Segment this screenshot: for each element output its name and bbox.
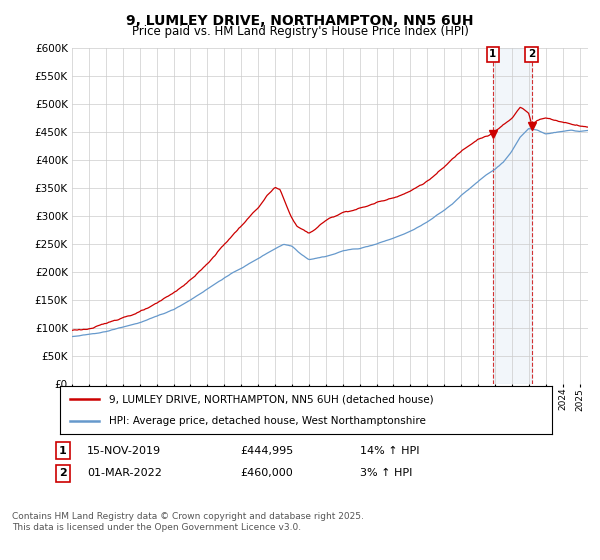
Text: 1: 1 <box>59 446 67 456</box>
Text: 15-NOV-2019: 15-NOV-2019 <box>87 446 161 456</box>
Text: £444,995: £444,995 <box>240 446 293 456</box>
Bar <box>493 48 532 384</box>
Text: 1: 1 <box>489 49 497 59</box>
Text: 9, LUMLEY DRIVE, NORTHAMPTON, NN5 6UH: 9, LUMLEY DRIVE, NORTHAMPTON, NN5 6UH <box>126 14 474 28</box>
Text: 01-MAR-2022: 01-MAR-2022 <box>87 468 162 478</box>
Text: £460,000: £460,000 <box>240 468 293 478</box>
Text: 14% ↑ HPI: 14% ↑ HPI <box>360 446 419 456</box>
Text: HPI: Average price, detached house, West Northamptonshire: HPI: Average price, detached house, West… <box>109 416 426 426</box>
Text: 3% ↑ HPI: 3% ↑ HPI <box>360 468 412 478</box>
Text: Price paid vs. HM Land Registry's House Price Index (HPI): Price paid vs. HM Land Registry's House … <box>131 25 469 38</box>
Text: 9, LUMLEY DRIVE, NORTHAMPTON, NN5 6UH (detached house): 9, LUMLEY DRIVE, NORTHAMPTON, NN5 6UH (d… <box>109 394 434 404</box>
Text: 2: 2 <box>528 49 535 59</box>
Text: Contains HM Land Registry data © Crown copyright and database right 2025.
This d: Contains HM Land Registry data © Crown c… <box>12 512 364 532</box>
Text: 2: 2 <box>59 468 67 478</box>
